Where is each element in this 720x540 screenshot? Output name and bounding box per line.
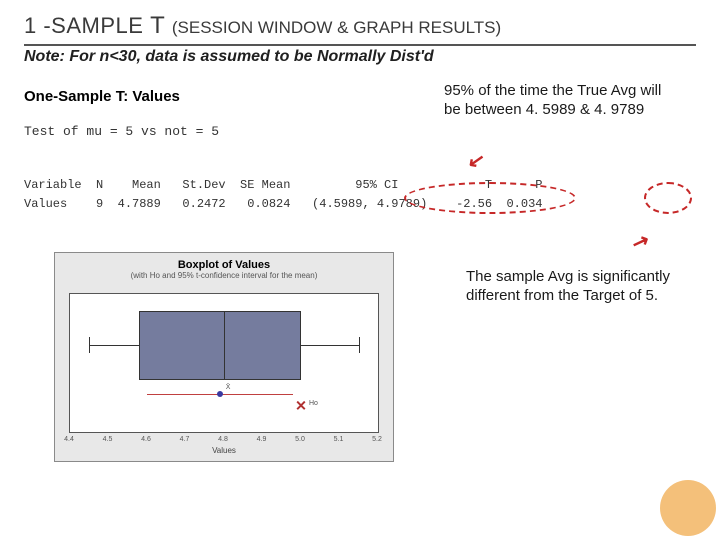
title-rule xyxy=(24,44,696,46)
x-tick: 4.9 xyxy=(257,436,267,443)
p-annotation: The sample Avg is significantly differen… xyxy=(466,268,686,306)
test-line: Test of mu = 5 vs not = 5 xyxy=(24,124,219,139)
x-tick: 5.2 xyxy=(372,436,382,443)
whisker-cap xyxy=(89,337,90,353)
whisker-cap xyxy=(359,337,360,353)
x-tick: 4.8 xyxy=(218,436,228,443)
arrow-icon: ↙ xyxy=(628,228,652,257)
boxplot-panel: Boxplot of Values (with Ho and 95% t-con… xyxy=(54,252,394,462)
arrow-icon: ↙ xyxy=(466,147,487,175)
session-heading: One-Sample T: Values xyxy=(24,88,180,105)
title-big: T xyxy=(150,12,165,39)
mean-dot xyxy=(217,391,223,397)
x-tick: 5.0 xyxy=(295,436,305,443)
ci-highlight-oval xyxy=(404,182,576,214)
legend-ho: Ho xyxy=(309,400,318,407)
content-area: One-Sample T: Values Test of mu = 5 vs n… xyxy=(24,80,696,500)
median-line xyxy=(224,311,225,380)
slide-title: 1 -SAMPLE T (SESSION WINDOW & GRAPH RESU… xyxy=(24,12,696,40)
slide: 1 -SAMPLE T (SESSION WINDOW & GRAPH RESU… xyxy=(0,0,720,540)
x-tick: 4.4 xyxy=(64,436,74,443)
ci-annotation: 95% of the time the True Avg will be bet… xyxy=(444,82,674,120)
plot-area: ✕ X̄ Ho xyxy=(69,293,379,433)
x-tick: 4.7 xyxy=(180,436,190,443)
target-cross-icon: ✕ xyxy=(295,397,307,414)
title-prefix: 1 -SAMPLE xyxy=(24,13,143,38)
x-tick: 4.6 xyxy=(141,436,151,443)
x-tick: 5.1 xyxy=(334,436,344,443)
corner-decoration xyxy=(660,480,716,536)
boxplot-title: Boxplot of Values xyxy=(55,253,393,271)
title-sub: (SESSION WINDOW & GRAPH RESULTS) xyxy=(172,18,501,37)
boxplot-subtitle: (with Ho and 95% t-confidence interval f… xyxy=(55,271,393,280)
whisker xyxy=(89,345,139,346)
box xyxy=(139,311,301,380)
x-tick: 4.5 xyxy=(103,436,113,443)
legend-mean: X̄ xyxy=(226,384,231,391)
x-axis-label: Values xyxy=(55,446,393,455)
p-highlight-oval xyxy=(644,182,692,214)
note-line: Note: For n<30, data is assumed to be No… xyxy=(24,48,696,66)
whisker xyxy=(301,345,359,346)
